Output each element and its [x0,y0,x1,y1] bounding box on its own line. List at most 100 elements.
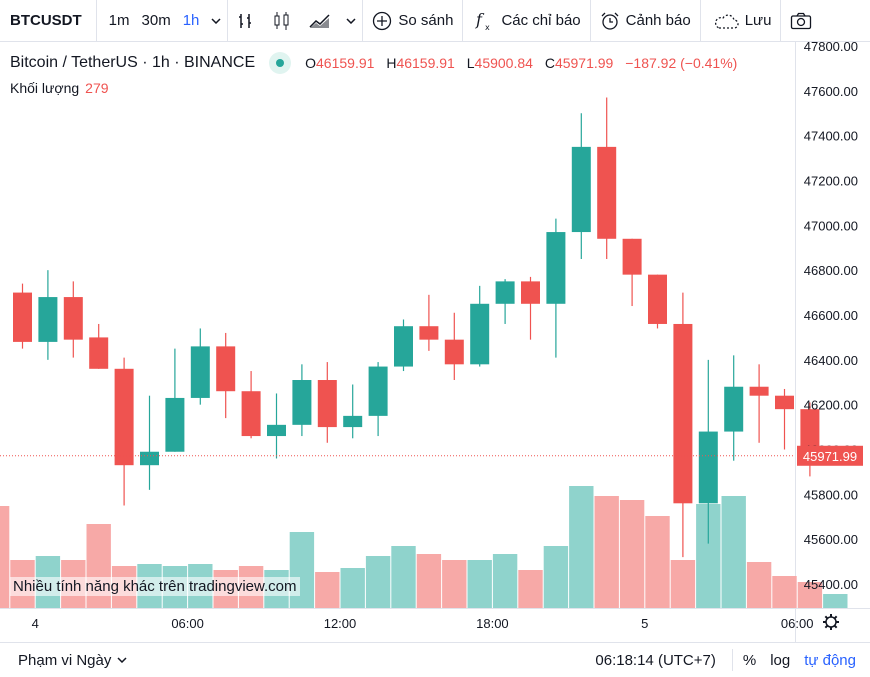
candle-body[interactable] [267,424,286,437]
candle-body[interactable] [13,292,32,342]
interval-1m[interactable]: 1m [108,11,130,29]
candle-body[interactable] [419,326,439,340]
candle-body[interactable] [673,323,693,504]
candle-body[interactable] [343,415,363,428]
volume-bar [619,500,645,608]
series-title[interactable]: Bitcoin / TetherUS · 1h · BINANCE [10,54,256,71]
plus-circle-icon [373,11,392,30]
candle-body[interactable] [724,386,744,432]
candle-body[interactable] [698,431,718,504]
gear-icon[interactable] [823,614,839,630]
volume-label[interactable]: Khối lượng [10,80,80,96]
toolbar-divider [227,0,229,42]
candle-body[interactable] [38,297,58,342]
clock-time[interactable]: 06:18:14 (UTC+7) [595,651,716,669]
save-label: Lưu [744,12,772,29]
candle-body[interactable] [444,339,464,365]
compare-button[interactable]: So sánh [363,0,462,42]
interval-1h[interactable]: 1h [182,11,200,29]
alert-label: Cảnh báo [625,12,691,29]
candle-body[interactable] [571,146,591,233]
range-dropdown[interactable]: Phạm vi Ngày [0,652,127,669]
candle-body[interactable] [190,346,210,398]
volume-bar [315,572,340,608]
candle-body[interactable] [470,303,490,365]
candle-body[interactable] [648,274,667,324]
toolbar-divider [780,0,782,42]
candle-body[interactable] [165,397,185,452]
candle-body[interactable] [216,346,236,392]
time-tick-label: 12:00 [324,616,357,631]
market-status-icon[interactable] [269,52,292,74]
low-label: L [466,55,475,71]
volume-bar [391,546,416,608]
price-chart[interactable]: 47800.00 47600.00 47400.00 47200.00 47000.00… [0,0,870,642]
volume-bar [721,496,746,608]
open-value: 46159.91 [316,55,375,71]
tradingview-watermark[interactable]: Nhiều tính năng khác trên tradingview.co… [10,577,300,596]
interval-30m[interactable]: 30m [141,11,171,29]
volume-bar [569,486,594,608]
cloud-icon [714,14,739,29]
volume-bar [645,516,670,608]
candle-body[interactable] [140,451,159,466]
volume-bar [518,570,543,608]
candle-body[interactable] [241,391,261,437]
chevron-down-icon [211,17,221,24]
candle-body[interactable] [114,368,134,466]
candles-style-button[interactable] [264,0,300,42]
last-price-badge [797,445,863,466]
toolbar-divider [589,0,591,42]
low-value: 45900.84 [474,55,533,71]
time-tick-label: 4 [32,616,39,631]
candles-icon [274,11,289,30]
save-button[interactable]: Lưu [701,0,781,42]
price-tick-label: 45800.00 [804,487,858,502]
bar-style-button[interactable] [228,0,264,42]
price-tick-label: 47000.00 [804,218,858,233]
symbol-search-button[interactable]: BTCUSDT [0,0,97,42]
alarm-clock-icon [601,12,619,30]
candle-body[interactable] [317,380,337,428]
percent-scale-button[interactable]: % [742,651,757,669]
snapshot-button[interactable] [781,0,821,42]
chart-type-dropdown[interactable] [340,0,362,42]
area-chart-icon [309,13,330,28]
candle-body[interactable] [495,281,515,304]
price-tick-label: 47800.00 [804,39,858,54]
candle-body[interactable] [597,146,617,239]
volume-bar [670,560,696,608]
candle-body[interactable] [800,409,820,456]
area-style-button[interactable] [300,0,340,42]
ohlc-values: O46159.91 H46159.91 L45900.84 C45971.99 … [305,55,745,71]
candle-body[interactable] [292,380,312,425]
chart-legend: Bitcoin / TetherUS · 1h · BINANCE O46159… [10,52,745,74]
time-tick-label: 18:00 [476,616,509,631]
toolbar-divider [699,0,701,42]
candle-body[interactable] [546,232,566,304]
candle-body[interactable] [89,337,109,369]
candle-body[interactable] [749,386,769,396]
alert-button[interactable]: Cảnh báo [591,0,700,42]
bottom-divider [731,649,733,671]
candle-body[interactable] [368,366,388,416]
high-value: 46159.91 [396,55,455,71]
price-tick-label: 46800.00 [804,263,858,278]
candle-body[interactable] [521,281,540,304]
log-scale-button[interactable]: log [770,651,791,669]
range-label: Phạm vi Ngày [18,651,112,669]
auto-scale-button[interactable]: tự động [804,651,856,669]
candle-body[interactable] [622,238,642,275]
candle-body[interactable] [394,326,413,367]
bottom-bar: Phạm vi Ngày 06:18:14 (UTC+7) % log tự đ… [0,642,870,677]
volume-bar [442,560,467,608]
candle-body[interactable] [775,395,794,410]
interval-dropdown[interactable] [205,0,227,42]
candle-body[interactable] [63,297,83,340]
open-label: O [305,55,317,71]
toolbar-divider [462,0,464,42]
price-tick-label: 47200.00 [804,174,858,189]
svg-text:x: x [485,23,490,31]
